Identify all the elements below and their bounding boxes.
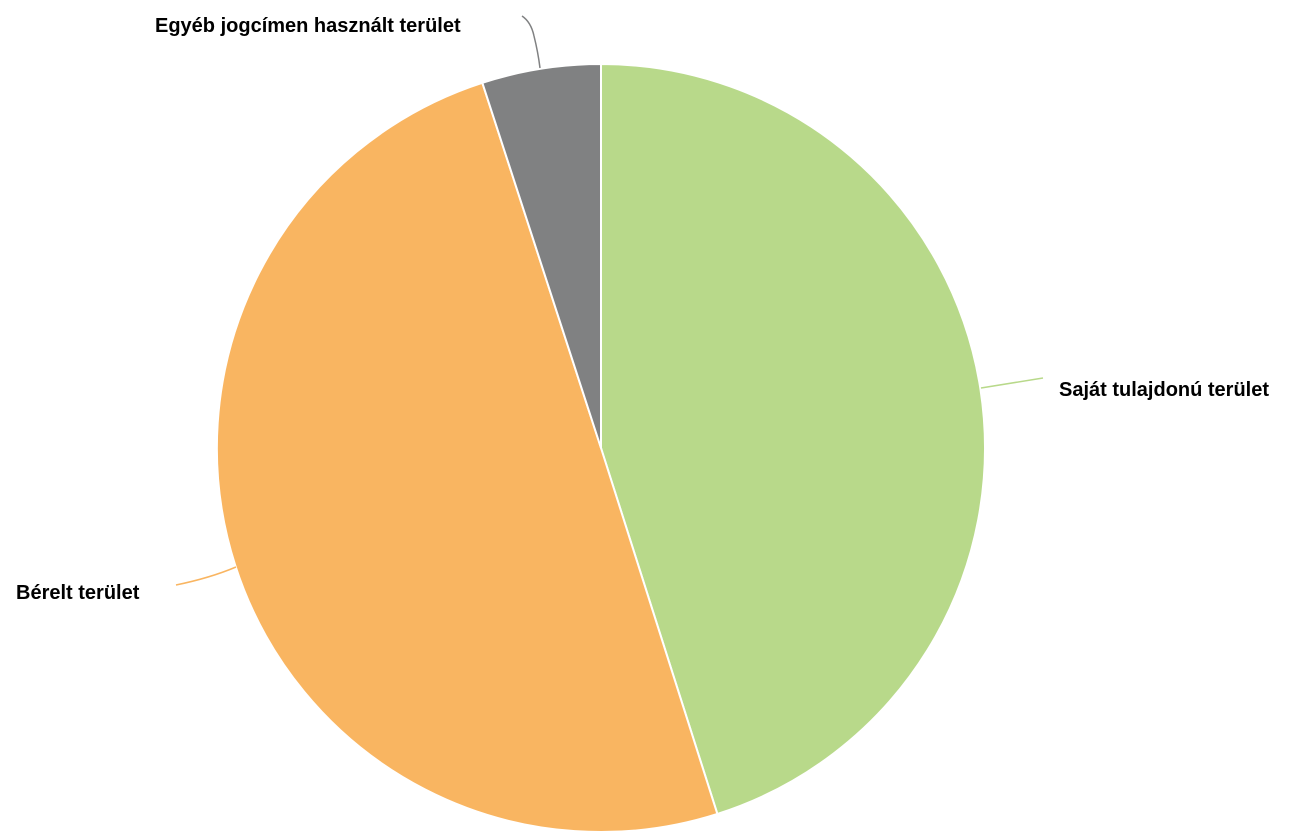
labels-layer: Saját tulajdonú terület Bérelt terület Egy… <box>16 15 1269 604</box>
pie-slice-berelt-terulet <box>215 81 719 834</box>
pie-slice-sajat-tulajdonu-terulet <box>600 63 986 815</box>
slice-label-sajat-tulajdonu-terulet: Saját tulajdonú terület <box>1059 379 1269 401</box>
slices-layer <box>215 63 986 834</box>
leader-line-berelt-terulet <box>175 566 237 586</box>
slice-label-egyeb-jogcimen-hasznalt-terulet: Egyéb jogcímen használt terület <box>155 15 461 37</box>
leader-line-sajat-tulajdonu-terulet <box>980 377 1044 389</box>
leader-line-egyeb-jogcimen-hasznalt-terulet <box>521 15 541 69</box>
slice-label-berelt-terulet: Bérelt terület <box>16 582 140 604</box>
leader-lines-layer <box>175 15 1044 586</box>
pie-slice-egyeb-jogcimen-hasznalt-terulet <box>481 63 602 449</box>
